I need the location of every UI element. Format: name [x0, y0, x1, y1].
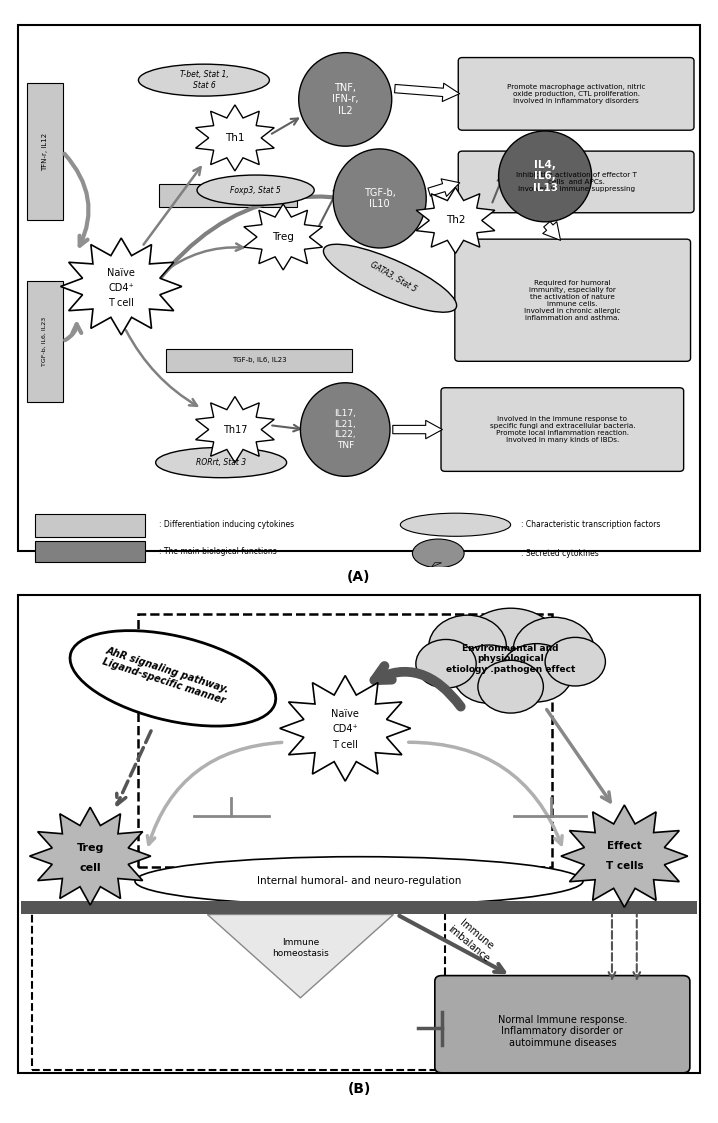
Text: cell: cell [80, 864, 101, 874]
Text: IL17,
IL21,
IL22,
TNF: IL17, IL21, IL22, TNF [335, 410, 356, 449]
Bar [35, 513, 145, 537]
Text: : The main biological functions: : The main biological functions [159, 547, 277, 556]
Ellipse shape [156, 447, 286, 477]
Polygon shape [208, 914, 393, 998]
Text: AhR signaling pathway.
Ligand-specific manner: AhR signaling pathway. Ligand-specific m… [101, 646, 230, 705]
Text: (B): (B) [348, 1083, 370, 1096]
Ellipse shape [299, 53, 392, 146]
Polygon shape [195, 104, 274, 171]
Text: T cells: T cells [605, 861, 643, 871]
Text: TGF-b, IL6, IL23: TGF-b, IL6, IL23 [232, 357, 286, 363]
FancyBboxPatch shape [435, 976, 690, 1072]
Text: CD4⁺: CD4⁺ [108, 283, 134, 293]
Ellipse shape [139, 64, 269, 97]
Polygon shape [244, 204, 322, 270]
Circle shape [513, 618, 595, 683]
Ellipse shape [135, 857, 583, 905]
Text: TFN-r, IL12: TFN-r, IL12 [42, 133, 47, 171]
Bar [166, 348, 352, 372]
FancyBboxPatch shape [441, 387, 684, 472]
Text: Immune
imbalance: Immune imbalance [447, 915, 499, 965]
FancyBboxPatch shape [458, 152, 694, 212]
Text: (A): (A) [348, 570, 370, 584]
Circle shape [478, 660, 544, 713]
Circle shape [453, 645, 526, 703]
Polygon shape [416, 188, 495, 254]
Bar [139, 614, 552, 867]
Text: IL4,
IL6,
IL13: IL4, IL6, IL13 [533, 159, 558, 193]
Polygon shape [432, 563, 442, 567]
Text: TGF-b, IL6, IL23: TGF-b, IL6, IL23 [42, 317, 47, 366]
Polygon shape [29, 807, 151, 905]
Text: T cell: T cell [108, 298, 134, 308]
Text: T-bet, Stat 1,
Stat 6: T-bet, Stat 1, Stat 6 [180, 71, 228, 90]
Text: Effect: Effect [607, 841, 642, 851]
Text: TGF-b,
IL10: TGF-b, IL10 [364, 188, 396, 209]
Bar [35, 540, 145, 562]
Circle shape [429, 615, 506, 677]
Text: CD4⁺: CD4⁺ [332, 724, 358, 734]
Polygon shape [195, 396, 274, 463]
FancyBboxPatch shape [458, 57, 694, 130]
Text: T cell: T cell [332, 740, 358, 750]
Ellipse shape [70, 631, 276, 727]
Circle shape [416, 639, 476, 688]
Text: Th2: Th2 [446, 216, 465, 226]
Text: Treg: Treg [77, 842, 104, 852]
Circle shape [500, 643, 573, 702]
Text: Th17: Th17 [223, 424, 247, 435]
Text: Naïve: Naïve [107, 267, 135, 277]
Text: Environmental and
physiological
etiology .pathogen effect: Environmental and physiological etiology… [446, 643, 575, 674]
Bar [159, 183, 297, 207]
Text: Promote macrophage activation, nitric
oxide production, CTL proliferation.
Invol: Promote macrophage activation, nitric ox… [507, 84, 645, 104]
Bar [22, 901, 696, 914]
Text: : Differentiation inducing cytokines: : Differentiation inducing cytokines [159, 520, 294, 529]
Text: Treg: Treg [272, 232, 294, 241]
Text: Foxp3, Stat 5: Foxp3, Stat 5 [230, 185, 281, 194]
Ellipse shape [498, 131, 592, 222]
Text: : Secreted cytokines: : Secreted cytokines [521, 549, 599, 558]
Ellipse shape [300, 383, 390, 476]
Polygon shape [561, 805, 688, 907]
Text: Inhibit the activation of effector T
cells  and APCs.
Involved in immune suppres: Inhibit the activation of effector T cel… [516, 172, 637, 192]
Text: Immune
homeostasis: Immune homeostasis [272, 938, 329, 958]
Bar [27, 83, 62, 220]
Text: RORrt, Stat 3: RORrt, Stat 3 [196, 458, 246, 467]
Text: Normal Immune response.
Inflammatory disorder or
autoimmune diseases: Normal Immune response. Inflammatory dis… [498, 1014, 627, 1048]
Text: Involved in the immune response to
specific fungi and extracellular bacteria.
Pr: Involved in the immune response to speci… [490, 416, 635, 444]
Bar [27, 281, 62, 402]
Circle shape [459, 609, 562, 692]
Text: Required for humoral
immunity, especially for
the activation of nature
immune ce: Required for humoral immunity, especiall… [524, 280, 621, 321]
Ellipse shape [197, 175, 314, 206]
Text: Naïve: Naïve [331, 710, 359, 720]
Polygon shape [60, 238, 182, 335]
Ellipse shape [412, 539, 464, 567]
Ellipse shape [401, 513, 510, 537]
Polygon shape [280, 676, 411, 782]
Text: Internal humoral- and neuro-regulation: Internal humoral- and neuro-regulation [257, 876, 461, 886]
Ellipse shape [323, 244, 457, 312]
Text: : Characteristic transcription factors: : Characteristic transcription factors [521, 520, 661, 529]
Text: TGF-b, IL2, IL12: TGF-b, IL2, IL12 [201, 192, 256, 198]
Ellipse shape [333, 149, 426, 248]
FancyBboxPatch shape [454, 239, 691, 362]
Text: GATA3, Stat 5: GATA3, Stat 5 [368, 259, 419, 293]
Circle shape [545, 638, 605, 686]
Text: TNF,
IFN-r,
IL2: TNF, IFN-r, IL2 [332, 83, 358, 116]
Text: Th1: Th1 [225, 133, 245, 143]
Bar [32, 903, 445, 1070]
